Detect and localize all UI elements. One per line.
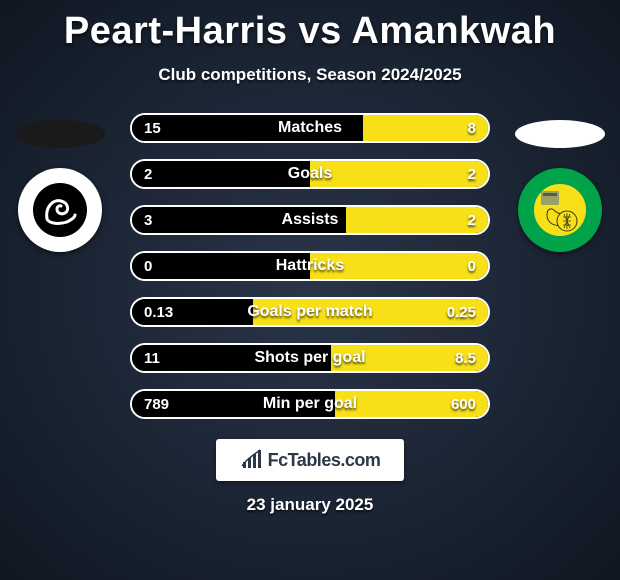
bar-fill-left (132, 345, 331, 371)
bar-fill-right (335, 391, 488, 417)
swan-crest-icon (27, 177, 93, 243)
stat-bars-container: 158Matches 22Goals 32Assists 00Hattricks 0.1… (130, 113, 490, 419)
stat-row: 158Matches (130, 113, 490, 143)
bar-fill-right (363, 115, 488, 141)
page-title: Peart-Harris vs Amankwah (0, 0, 620, 53)
bar-fill-left (132, 207, 346, 233)
date-text: 23 january 2025 (0, 495, 620, 515)
bar-fill-left (132, 391, 335, 417)
stat-row: 0.130.25Goals per match (130, 297, 490, 327)
bar-fill-left (132, 115, 363, 141)
bar-fill-right (346, 207, 488, 233)
ellipse-marker-right (515, 120, 605, 148)
brand-text: FcTables.com (268, 450, 381, 471)
subtitle: Club competitions, Season 2024/2025 (0, 65, 620, 85)
chart-icon (240, 448, 264, 472)
stat-row: 32Assists (130, 205, 490, 235)
canary-crest-icon (527, 177, 593, 243)
brand-box[interactable]: FcTables.com (216, 439, 404, 481)
bar-fill-right (331, 345, 488, 371)
bar-fill-left (132, 253, 310, 279)
right-player-crest (510, 120, 610, 252)
stat-row: 22Goals (130, 159, 490, 189)
bar-fill-left (132, 161, 310, 187)
ellipse-marker-left (15, 120, 105, 148)
stat-row: 789600Min per goal (130, 389, 490, 419)
bar-fill-left (132, 299, 253, 325)
bar-fill-right (253, 299, 488, 325)
bar-fill-right (310, 161, 488, 187)
left-player-crest (10, 120, 110, 252)
bar-fill-right (310, 253, 488, 279)
stat-row: 00Hattricks (130, 251, 490, 281)
crest-circle-right (518, 168, 602, 252)
crest-circle-left (18, 168, 102, 252)
stat-row: 118.5Shots per goal (130, 343, 490, 373)
